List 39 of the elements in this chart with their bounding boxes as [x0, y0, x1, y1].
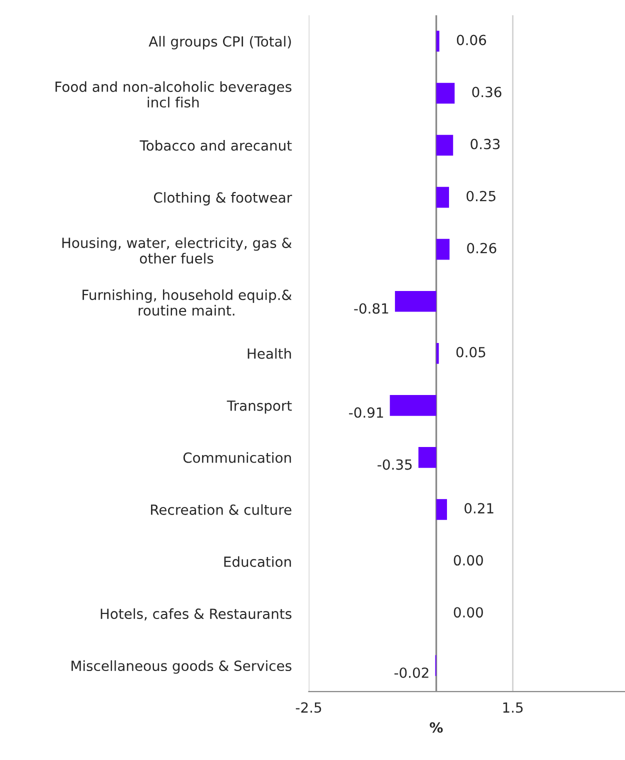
y-tick-label: Communication [183, 452, 291, 463]
data-label: 0.26 [467, 242, 496, 254]
y-tick-label: Food and non-alcoholic beverages incl fish [56, 81, 292, 108]
x-axis-title: % [430, 722, 443, 733]
bar [394, 290, 436, 312]
bar [436, 342, 439, 364]
bar [436, 134, 454, 156]
data-label: 0.33 [470, 138, 500, 150]
bar [436, 82, 455, 104]
data-label: 0.21 [464, 503, 494, 514]
data-label: 0.00 [454, 555, 483, 566]
y-tick-label: All groups CPI (Total) [148, 36, 291, 50]
x-tick-label: 1.5 [503, 702, 523, 713]
y-tick-label: Health [248, 348, 291, 359]
y-tick-label: Housing, water, electricity, gas & other fuels [62, 237, 292, 264]
y-tick-label: Transport [226, 400, 292, 414]
y-tick-label: Recreation & culture [151, 504, 292, 515]
data-label: 0.05 [456, 346, 486, 358]
bar [418, 447, 436, 468]
bar [436, 238, 450, 260]
bar [436, 186, 450, 208]
data-label: 0.06 [456, 34, 486, 46]
y-tick-label: Clothing & footwear [154, 192, 292, 206]
data-label: 0.00 [454, 607, 483, 618]
y-tick-label: Furnishing, household equip.& routine maint. [82, 289, 292, 316]
bar [390, 395, 436, 416]
y-tick-label: Tobacco and arecanut [140, 140, 292, 151]
bar [436, 30, 440, 52]
data-label: -0.81 [354, 303, 388, 314]
y-tick-label: Miscellaneous goods & Services [72, 660, 292, 674]
data-label: -0.91 [349, 407, 384, 418]
data-label: 0.25 [466, 190, 496, 202]
y-tick-label: Hotels, cafes & Restaurants [100, 608, 292, 620]
x-tick-label: -2.5 [296, 702, 322, 713]
y-tick-label: Education [224, 556, 291, 567]
data-label: -0.02 [394, 667, 428, 678]
data-label: -0.35 [378, 459, 412, 470]
bar [436, 499, 447, 520]
data-label: 0.36 [472, 86, 502, 98]
